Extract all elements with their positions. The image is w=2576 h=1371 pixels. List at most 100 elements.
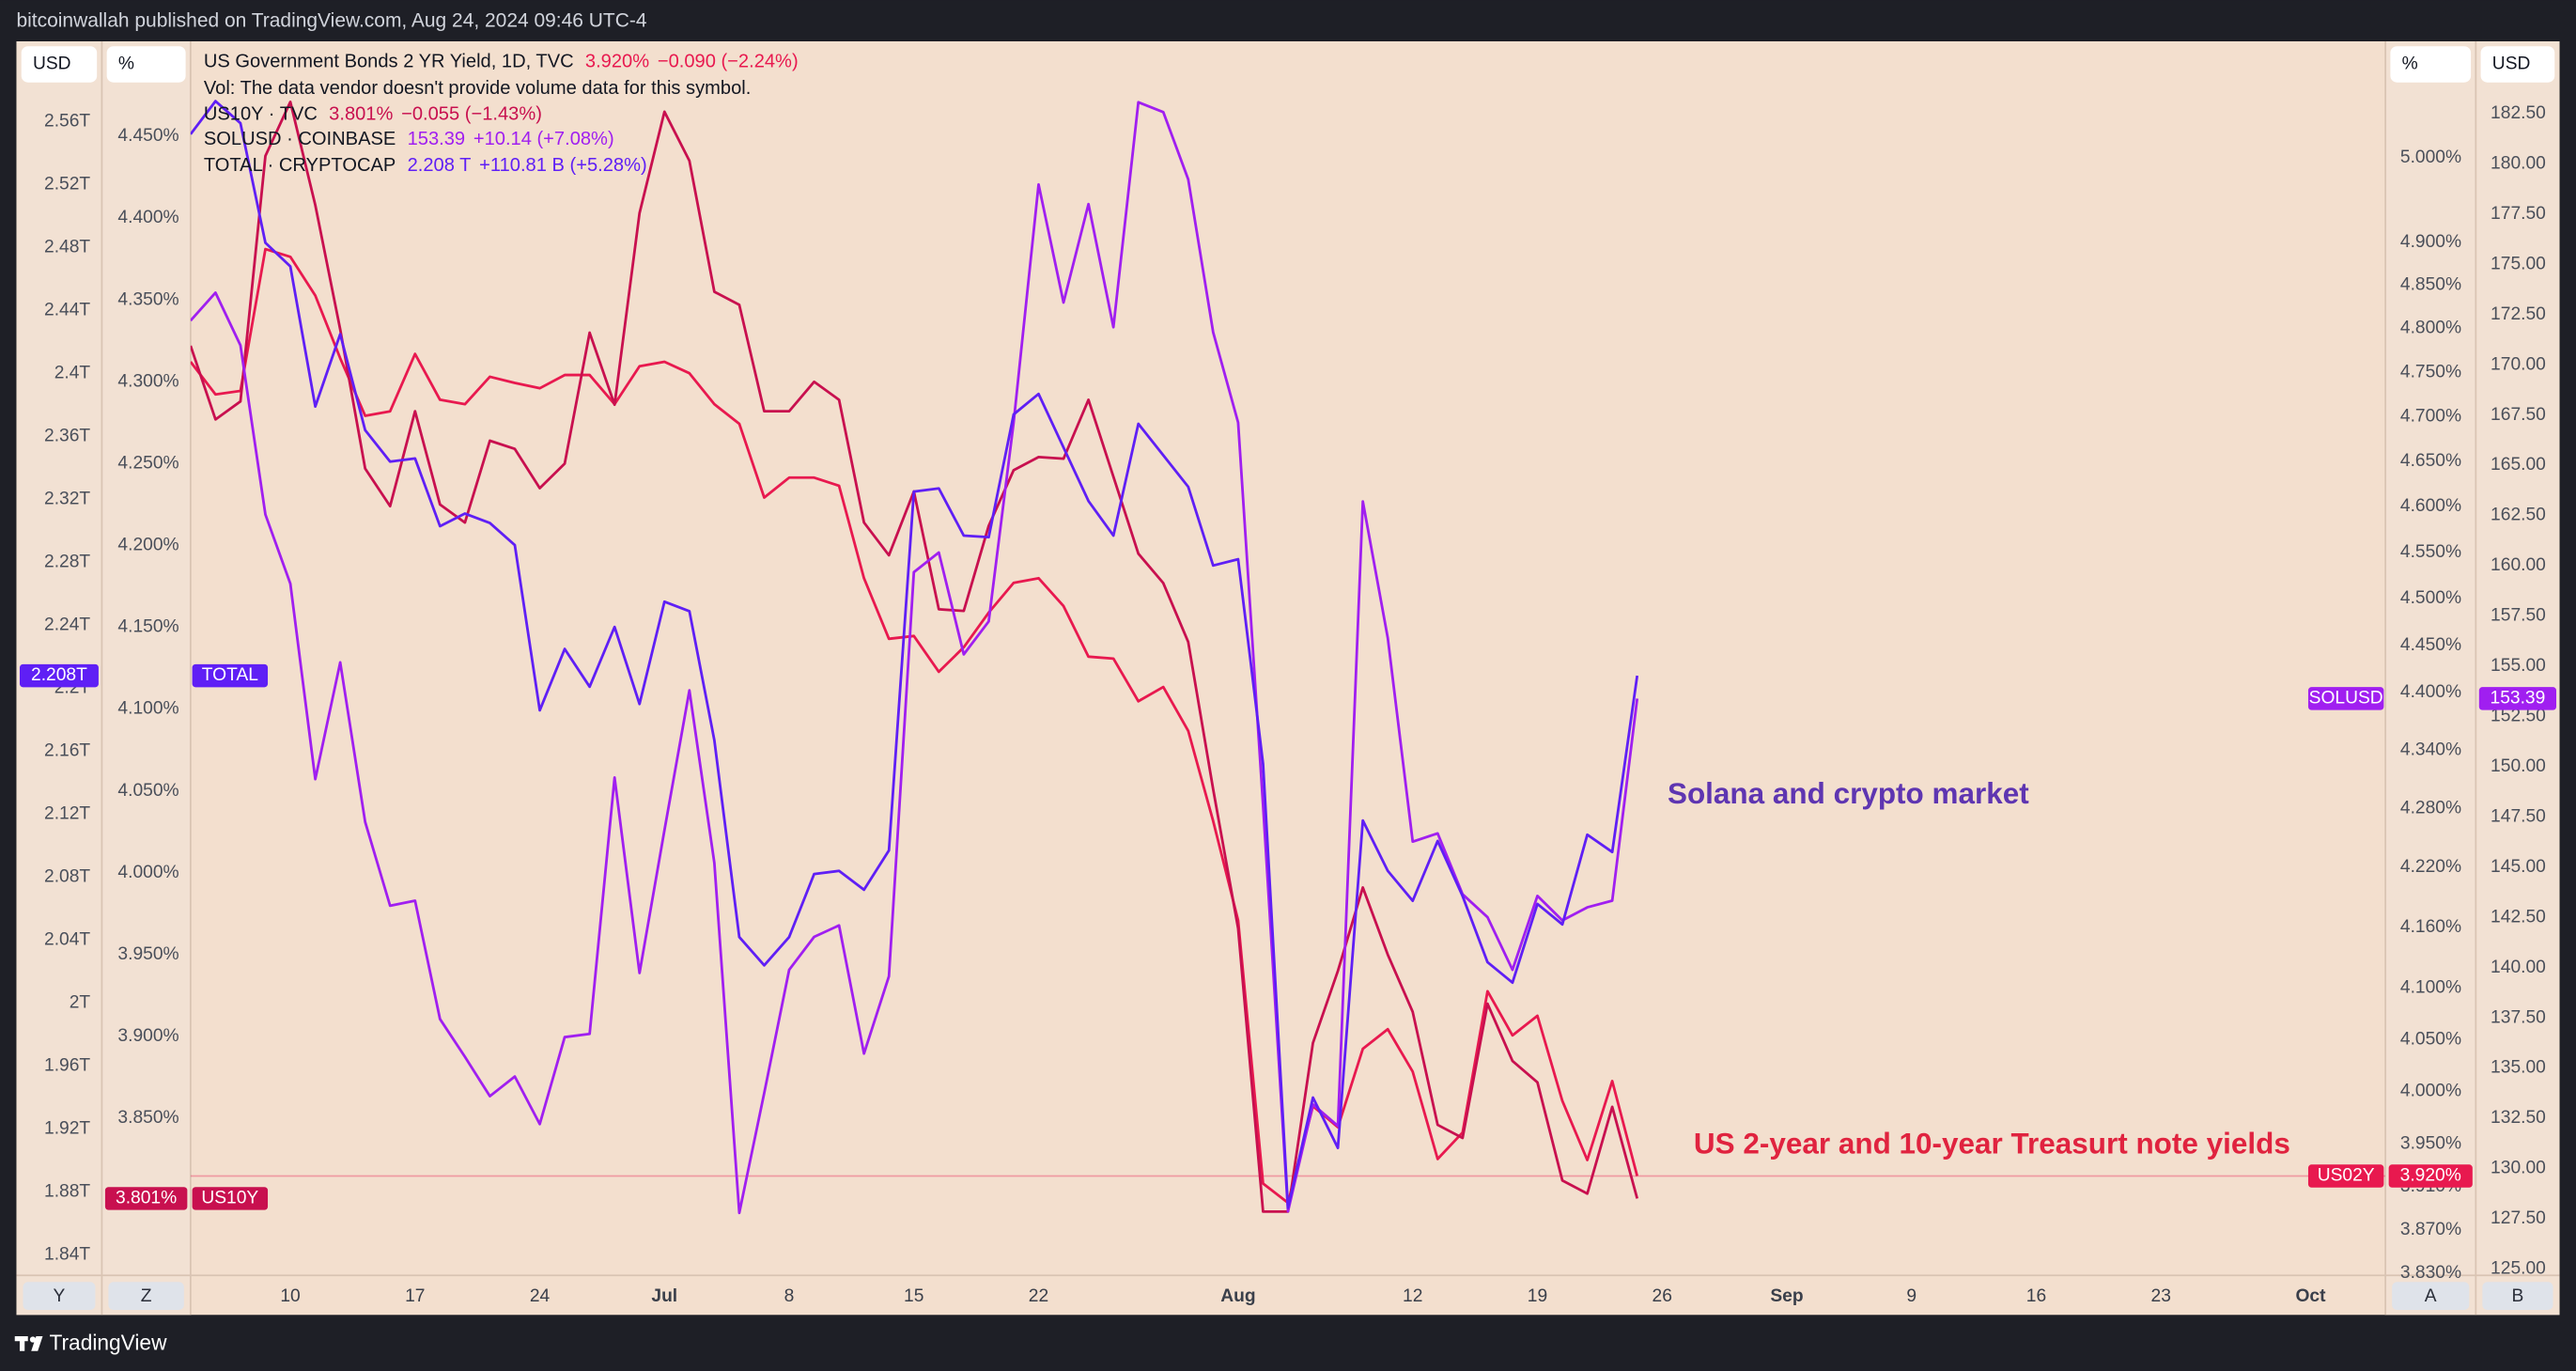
name-badge-label: US10Y [201,1189,258,1208]
scale-button-box [2482,1282,2553,1311]
legend-title: US10Y · TVC [204,104,318,125]
y-tick-label: 142.50 [2491,907,2546,927]
y-tick-label: 4.100% [2400,978,2461,998]
unit-label: % [2402,55,2418,74]
y-tick-label: 4.340% [2400,740,2461,759]
scale-button-label: Z [141,1286,152,1306]
scale-button[interactable]: A [2392,1282,2470,1311]
y-tick-label: 4.250% [117,453,178,473]
y-tick-label: 130.00 [2491,1159,2546,1178]
y-tick-label: 162.50 [2491,506,2546,525]
y-tick-label: 5.000% [2400,148,2461,167]
y-tick-label: 4.500% [2400,588,2461,608]
x-tick-label: 9 [1906,1286,1916,1306]
series-line [190,100,1639,1209]
scale-button[interactable]: Y [23,1282,96,1311]
y-tick-label: 177.50 [2491,204,2546,224]
y-tick-label: 4.280% [2400,798,2461,818]
x-tick-label: Oct [2295,1286,2326,1306]
scale-button-label: Y [54,1286,66,1306]
value-badge-label: 3.801% [116,1189,177,1208]
y-tick-label: 4.350% [117,289,178,309]
y-tick-label: 2.04T [44,930,90,950]
logo-part [19,1335,25,1351]
y-tick-label: 170.00 [2491,354,2546,374]
x-tick-label: 26 [1653,1286,1672,1306]
legend-change: +110.81 B (+5.28%) [479,155,647,176]
y-tick-label: 145.00 [2491,857,2546,877]
right-axes [2385,41,2560,1316]
value-badge-label: 153.39 [2491,688,2546,708]
scale-button[interactable]: B [2482,1282,2553,1311]
scale-button[interactable]: Z [108,1282,184,1311]
annotation: Solana and crypto market [1668,777,2029,810]
x-tick-label: 8 [784,1286,795,1306]
scale-button-box [2392,1282,2470,1311]
legend-change: −0.090 (−2.24%) [658,52,799,72]
unit-box [106,46,186,83]
value-badge-label: 2.208T [31,665,87,685]
legend-value: 153.39 [408,129,466,149]
y-tick-label: 4.900% [2400,232,2461,252]
value-badge [2388,1164,2473,1188]
unit-box [2480,46,2555,83]
y-tick-label: 4.100% [117,699,178,719]
legend-row: US Government Bonds 2 YR Yield, 1D, TVC 3… [204,52,799,72]
y-tick-label: 4.600% [2400,496,2461,516]
y-tick-label: 3.900% [117,1026,178,1046]
y-tick-label: 1.92T [44,1119,90,1139]
x-tick-label: 12 [1403,1286,1422,1306]
y-tick-label: 160.00 [2491,555,2546,575]
unit-label: USD [2492,55,2531,74]
legend-row: SOLUSD · COINBASE 153.39 +10.14 (+7.08%) [204,129,614,149]
y-tick-label: 3.850% [117,1108,178,1128]
x-tick-label: 24 [530,1286,551,1306]
legend-value: 3.920% [585,52,649,72]
y-tick-label: 2.08T [44,867,90,887]
legend-row: US10Y · TVC 3.801% −0.055 (−1.43%) [204,104,542,125]
y-tick-label: 147.50 [2491,806,2546,826]
name-badge [192,1187,269,1210]
y-tick-label: 4.220% [2400,857,2461,877]
y-tick-label: 150.00 [2491,756,2546,776]
y-tick-label: 3.830% [2400,1263,2461,1283]
y-tick-label: 3.950% [117,944,178,964]
y-tick-label: 182.50 [2491,103,2546,123]
y-tick-label: 157.50 [2491,606,2546,626]
scale-button-label: B [2512,1286,2524,1306]
y-tick-label: 165.00 [2491,455,2546,475]
y-tick-label: 2.32T [44,490,90,509]
logo-part [29,1336,37,1343]
y-tick-label: 4.800% [2400,319,2461,338]
legend-title: US Government Bonds 2 YR Yield, 1D, TVC [204,52,574,72]
value-badge [104,1187,188,1210]
y-tick-label: 2.52T [44,175,90,195]
y-tick-label: 172.50 [2491,304,2546,324]
value-badge-label: 3.920% [2400,1166,2461,1186]
y-tick-label: 4.700% [2400,406,2461,426]
y-tick-label: 2.4T [54,364,91,383]
y-tick-label: 175.00 [2491,254,2546,273]
y-tick-label: 4.850% [2400,275,2461,295]
y-tick-label: 4.050% [117,781,178,801]
x-tick-label: 15 [904,1286,923,1306]
y-tick-label: 140.00 [2491,958,2546,977]
y-tick-label: 2.24T [44,615,90,635]
legend-row: Vol: The data vendor doesn't provide vol… [204,78,752,99]
y-tick-label: 4.000% [2400,1082,2461,1101]
y-tick-label: 155.00 [2491,656,2546,676]
y-tick-label: 4.550% [2400,542,2461,562]
unit-box [2390,46,2472,83]
x-tick-label: 23 [2151,1286,2171,1306]
y-tick-label: 137.50 [2491,1007,2546,1027]
legend-change: −0.055 (−1.43%) [401,104,542,125]
y-tick-label: 135.00 [2491,1058,2546,1078]
value-badge [19,663,99,688]
x-tick-label: 19 [1528,1286,1547,1306]
y-tick-label: 152.50 [2491,707,2546,726]
y-tick-label: 2.12T [44,804,90,824]
name-badge-label: TOTAL [202,665,258,685]
y-tick-label: 4.400% [2400,682,2461,702]
legend-value: 3.801% [329,104,393,125]
